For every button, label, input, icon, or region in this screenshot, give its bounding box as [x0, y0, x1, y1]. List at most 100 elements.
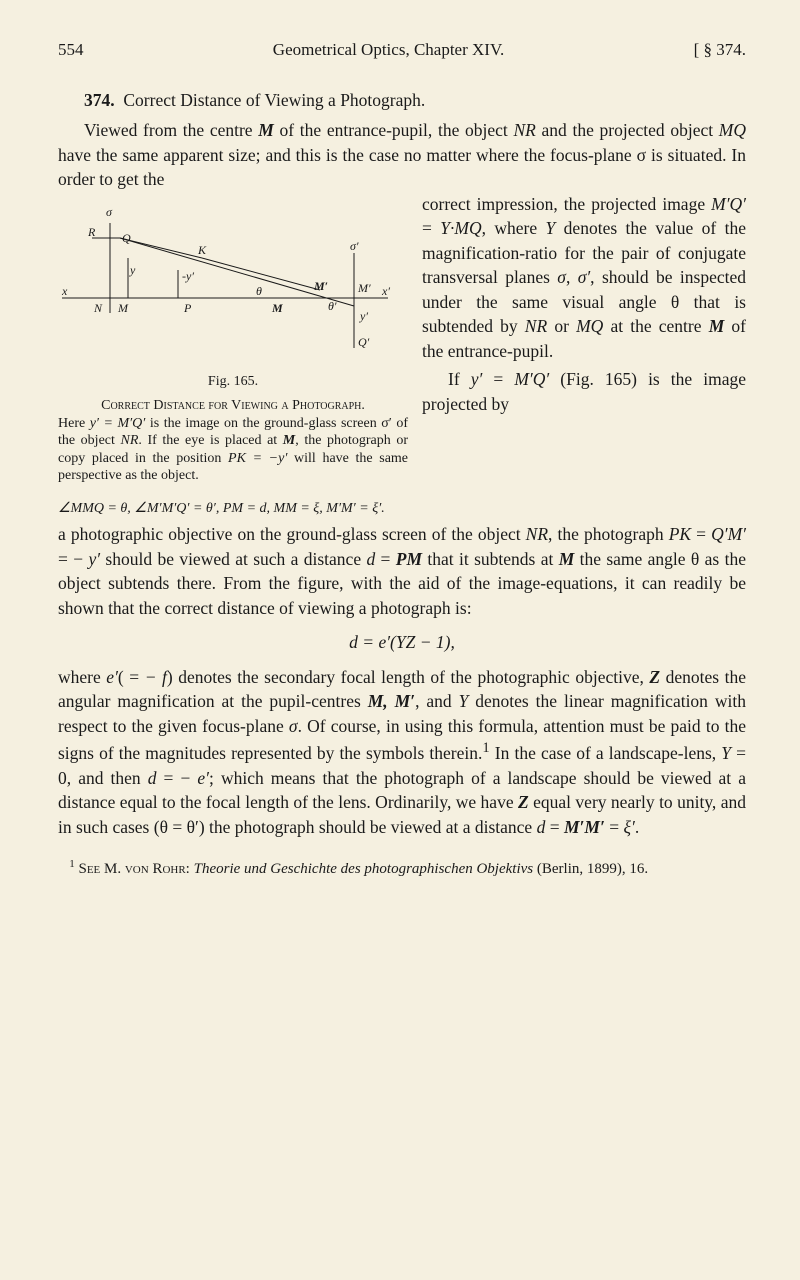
var: Q′M′	[711, 524, 746, 544]
page-container: 554 Geometrical Optics, Chapter XIV. [ §…	[0, 0, 800, 945]
var: d	[537, 817, 546, 837]
var: σ′	[578, 267, 590, 287]
var: M	[283, 433, 295, 448]
label-Mprime-bold: M′	[313, 279, 328, 293]
var: PK	[669, 524, 691, 544]
label-M-axis: M	[117, 301, 129, 315]
footnote-author: See M. von Rohr:	[79, 861, 190, 877]
text: . If the eye is placed at	[138, 433, 282, 448]
label-P: P	[183, 301, 192, 315]
var: σ	[289, 716, 298, 736]
figure-description: Here y′ = M′Q′ is the image on the groun…	[58, 415, 408, 485]
var: M′Q′	[514, 369, 549, 389]
figure-caption: Fig. 165.	[58, 372, 408, 392]
label-Mprime-right: M′	[357, 281, 371, 295]
var: MQ	[576, 316, 603, 336]
chapter-title: Geometrical Optics, Chapter XIV.	[273, 38, 504, 62]
var: M	[709, 316, 725, 336]
text: =	[422, 218, 440, 238]
label-sigma-prime: σ′	[350, 239, 359, 253]
text: should be viewed at such a distance	[100, 549, 366, 569]
text: , the photograph	[548, 524, 669, 544]
text: =	[482, 369, 514, 389]
text: = −	[156, 768, 197, 788]
text: ( =	[118, 667, 145, 687]
page-number: 554	[58, 38, 84, 62]
display-equation: d = e′(YZ − 1),	[58, 630, 746, 655]
section-ref: [ § 374.	[694, 38, 746, 62]
var: Y	[459, 691, 469, 711]
footnote-number: 1	[69, 858, 75, 870]
footnote-mark: 1	[482, 740, 489, 756]
running-header: 554 Geometrical Optics, Chapter XIV. [ §…	[58, 38, 746, 62]
var-MQ: MQ	[719, 120, 746, 140]
figure-block: σ R Q K y -y′ x N M P M θ M′ θ′ M′ y′ Q′	[58, 198, 408, 519]
label-x-prime: x′	[381, 284, 390, 298]
label-N: N	[93, 301, 103, 315]
text: a photographic objective on the ground-g…	[58, 524, 526, 544]
float-wrap-container: σ R Q K y -y′ x N M P M θ M′ θ′ M′ y′ Q′	[58, 192, 746, 523]
var: e′	[197, 768, 209, 788]
text: =	[168, 817, 187, 837]
var: NR	[525, 316, 547, 336]
figure-diagram: σ R Q K y -y′ x N M P M θ M′ θ′ M′ y′ Q′	[58, 198, 408, 368]
label-M-italic: M	[271, 301, 283, 315]
text: =	[375, 549, 396, 569]
text: Viewed from the centre	[84, 120, 258, 140]
text: at the centre	[603, 316, 708, 336]
var: d	[366, 549, 375, 569]
var: M′M′	[564, 817, 605, 837]
section-title: Correct Distance of Viewing a Photograph…	[123, 90, 425, 110]
label-K: K	[197, 243, 207, 257]
section-heading: 374. Correct Distance of Viewing a Photo…	[84, 88, 746, 113]
figure-math-line: ∠MMQ = θ, ∠M′M′Q′ = θ′, PM = d, MM = ξ, …	[58, 499, 408, 519]
text: where	[58, 667, 106, 687]
text: of the entrance-pupil, the object	[274, 120, 514, 140]
label-Q: Q	[122, 231, 131, 245]
text: =	[605, 817, 624, 837]
var: ξ′	[624, 817, 635, 837]
var: θ	[160, 817, 168, 837]
footnote-title: Theorie und Geschichte des photographisc…	[194, 861, 534, 877]
var: PM	[396, 549, 422, 569]
var: − f	[145, 667, 167, 687]
text: correct impression, the projected image	[422, 194, 711, 214]
text: ,	[566, 267, 578, 287]
var: Y·MQ	[440, 218, 481, 238]
text: , and	[415, 691, 459, 711]
footnote-rest: (Berlin, 1899), 16.	[533, 861, 648, 877]
paragraph-1: Viewed from the centre M of the entrance…	[58, 118, 746, 192]
var: M, M′	[368, 691, 415, 711]
label-yprime: y′	[359, 309, 368, 323]
text: = −	[58, 549, 88, 569]
var: y′	[471, 369, 483, 389]
var: NR	[526, 524, 548, 544]
label-sigma: σ	[106, 205, 113, 219]
text: =	[691, 524, 711, 544]
var: y′	[88, 549, 100, 569]
main-paragraph: a photographic objective on the ground-g…	[58, 522, 746, 620]
label-Qprime: Q′	[358, 335, 370, 349]
text: If	[448, 369, 471, 389]
text: Here	[58, 416, 90, 431]
text: In the case of a landscape-lens,	[490, 743, 722, 763]
var-NR: NR	[513, 120, 535, 140]
footnote: 1 See M. von Rohr: Theorie und Geschicht…	[58, 857, 746, 880]
section-number: 374.	[84, 90, 115, 110]
text: , where	[482, 218, 546, 238]
equation-text: d = e′(YZ − 1),	[349, 632, 455, 652]
text: that it subtends at	[422, 549, 559, 569]
var: M′Q′	[711, 194, 746, 214]
text: or	[547, 316, 576, 336]
var: Z	[649, 667, 660, 687]
label-y: y	[129, 263, 136, 277]
var: M	[559, 549, 575, 569]
label-x: x	[61, 284, 68, 298]
text: ) denotes the secondary focal length of …	[167, 667, 649, 687]
paragraph-2: where e′ ( = − f) denotes the secondary f…	[58, 665, 746, 839]
text: and the projected object	[536, 120, 719, 140]
text: the same angle	[574, 549, 691, 569]
var: NR	[120, 433, 138, 448]
var: Y	[546, 218, 556, 238]
text: have the same apparent size; and this is…	[58, 145, 746, 190]
